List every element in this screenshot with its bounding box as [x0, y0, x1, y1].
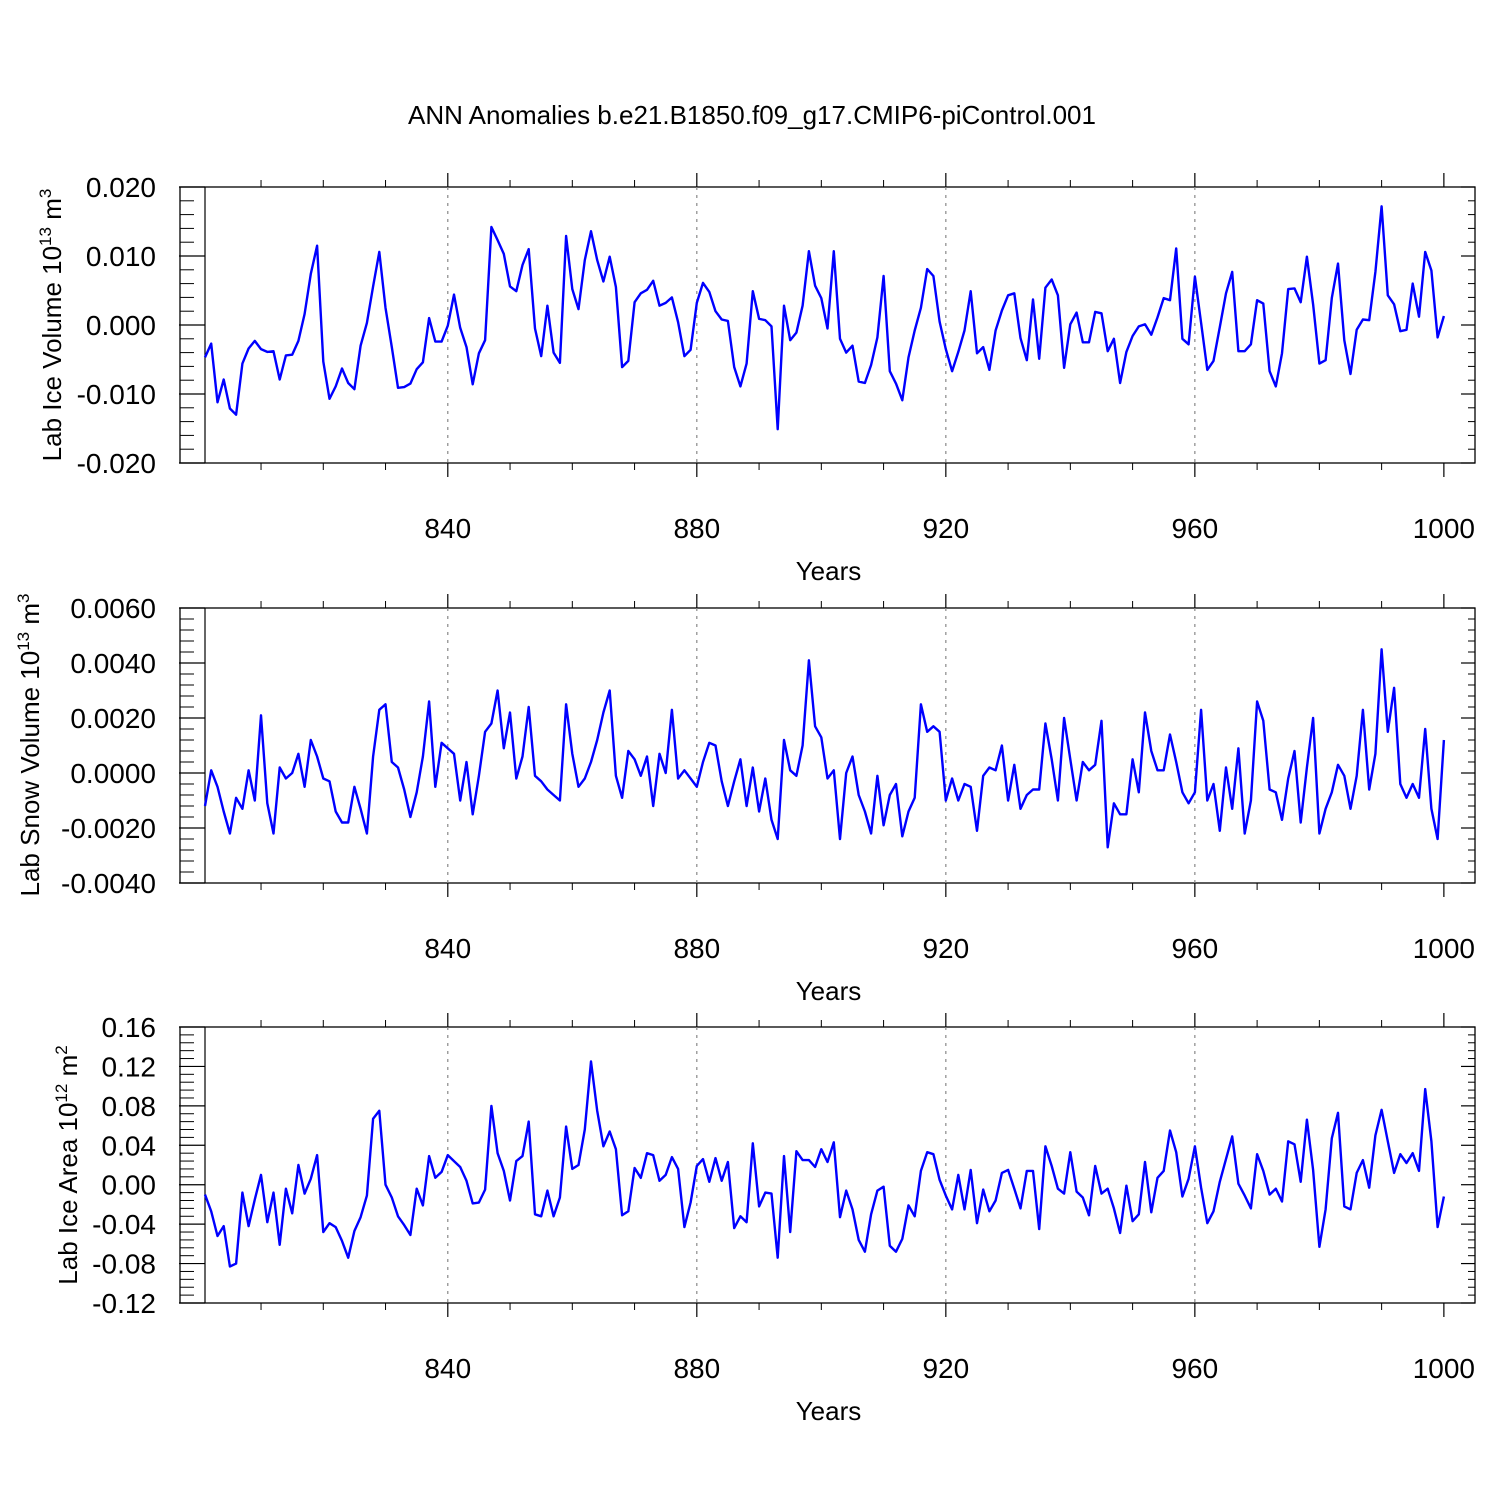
- x-tick-label: 1000: [1413, 933, 1475, 964]
- chart-title: ANN Anomalies b.e21.B1850.f09_g17.CMIP6-…: [408, 100, 1096, 130]
- y-axis-label: Lab Snow Volume 1013 m3: [14, 593, 45, 896]
- y-tick-label: 0.000: [86, 310, 156, 341]
- x-tick-label: 960: [1171, 1353, 1218, 1384]
- y-tick-label: -0.020: [77, 448, 156, 479]
- x-tick-label: 920: [922, 933, 969, 964]
- y-tick-label: 0.00: [102, 1170, 157, 1201]
- y-tick-label: -0.0020: [61, 813, 156, 844]
- y-tick-label: 0.04: [102, 1130, 157, 1161]
- y-tick-label: 0.020: [86, 172, 156, 203]
- x-tick-label: 880: [673, 513, 720, 544]
- y-axis-label: Lab Ice Volume 1013 m3: [36, 189, 67, 462]
- y-tick-label: 0.0000: [70, 758, 156, 789]
- panel-2: 840 880 920 960 1000 -0.0040 -0.0020 0.0000 0.00…: [14, 593, 1476, 1006]
- y-tick-label: 0.16: [102, 1012, 157, 1043]
- panel-3: 840 880 920 960 1000 -0.12 -0.08 -0.04 0.00 0.04 0…: [52, 1012, 1476, 1426]
- x-tick-label: 920: [922, 1353, 969, 1384]
- y-tick-label: 0.12: [102, 1051, 157, 1082]
- y-tick-label: 0.0040: [70, 648, 156, 679]
- plot-frame: [179, 607, 1476, 884]
- x-tick-label: 960: [1171, 933, 1218, 964]
- y-tick-label: 0.010: [86, 241, 156, 272]
- series-line: [203, 1060, 1446, 1268]
- x-tick-label: 840: [424, 933, 471, 964]
- y-tick-label: 0.0060: [70, 593, 156, 624]
- plot-frame: [179, 1026, 1476, 1304]
- panel-1: 840 880 920 960 1000 -0.020 -0.010 0.000 0.010 0.…: [36, 172, 1476, 586]
- y-tick-label: -0.12: [92, 1288, 156, 1319]
- y-tick-label: 0.0020: [70, 703, 156, 734]
- x-tick-label: 880: [673, 933, 720, 964]
- y-axis-label: Lab Ice Area 1012 m2: [52, 1045, 83, 1284]
- series-line: [203, 648, 1446, 849]
- x-tick-label: 880: [673, 1353, 720, 1384]
- y-tick-label: 0.08: [102, 1091, 157, 1122]
- x-tick-label: 840: [424, 513, 471, 544]
- x-axis-label: Years: [796, 556, 862, 586]
- y-tick-label: -0.0040: [61, 868, 156, 899]
- x-tick-label: 960: [1171, 513, 1218, 544]
- x-axis-label: Years: [796, 1396, 862, 1426]
- x-tick-label: 920: [922, 513, 969, 544]
- y-tick-label: -0.04: [92, 1209, 156, 1240]
- x-tick-label: 1000: [1413, 513, 1475, 544]
- x-axis-label: Years: [796, 976, 862, 1006]
- y-tick-label: -0.08: [92, 1249, 156, 1280]
- x-tick-label: 840: [424, 1353, 471, 1384]
- y-tick-label: -0.010: [77, 379, 156, 410]
- series-line: [203, 205, 1446, 431]
- x-tick-label: 1000: [1413, 1353, 1475, 1384]
